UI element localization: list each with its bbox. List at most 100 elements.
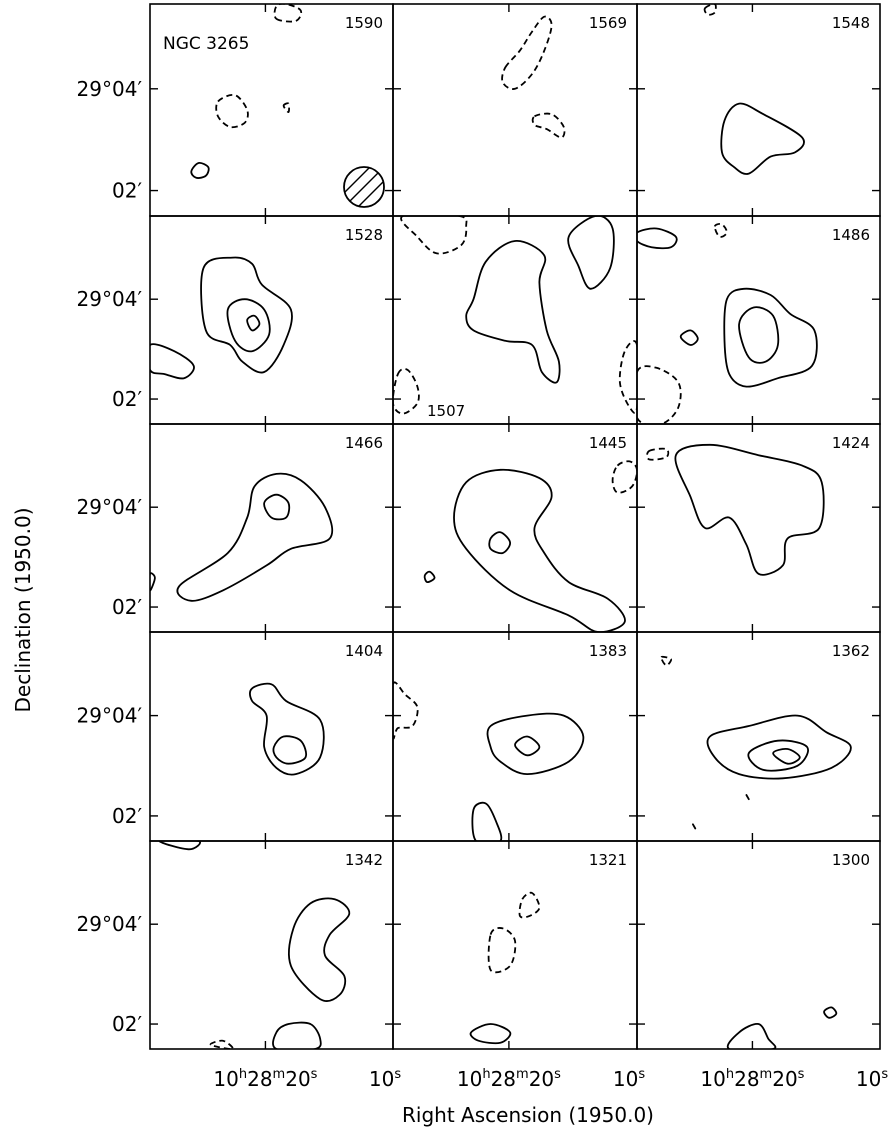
panel-frame bbox=[636, 631, 881, 842]
dashed-contour bbox=[660, 655, 672, 667]
channel-velocity-label: 1342 bbox=[345, 851, 383, 869]
panel-frame bbox=[149, 423, 394, 633]
panel-ticks bbox=[393, 424, 637, 632]
solid-contour bbox=[226, 298, 271, 353]
solid-contour bbox=[263, 493, 291, 521]
channel-velocity-label: 1569 bbox=[589, 14, 627, 32]
panel-ticks bbox=[150, 424, 393, 632]
solid-contour bbox=[745, 794, 750, 801]
dashed-contour bbox=[501, 15, 553, 90]
channel-panel-1507: 1507 bbox=[392, 215, 638, 425]
object-name: NGC 3265 bbox=[163, 34, 249, 54]
channel-velocity-label: 1445 bbox=[589, 434, 627, 452]
dashed-contour bbox=[282, 102, 290, 114]
beam-ellipse bbox=[343, 166, 385, 208]
panel-ticks bbox=[150, 632, 393, 841]
y-tick-label: 29°04′ bbox=[77, 495, 143, 519]
contour-group bbox=[660, 655, 852, 830]
contour-group bbox=[393, 216, 637, 415]
solid-contour bbox=[723, 287, 818, 388]
contour-group bbox=[703, 4, 805, 175]
solid-contour bbox=[823, 1006, 838, 1019]
channel-velocity-label: 1466 bbox=[345, 434, 383, 452]
panel-ticks bbox=[637, 216, 880, 424]
channel-velocity-label: 1404 bbox=[345, 642, 383, 660]
panel-ticks bbox=[637, 841, 880, 1049]
channel-velocity-label: 1548 bbox=[832, 14, 870, 32]
y-tick-label: 02′ bbox=[112, 595, 142, 619]
solid-contour bbox=[738, 306, 780, 364]
channel-panel-1548: 1548 bbox=[636, 3, 881, 217]
channel-velocity-label: 1362 bbox=[832, 642, 870, 660]
solid-contour bbox=[190, 161, 210, 179]
solid-contour bbox=[453, 468, 626, 632]
solid-contour bbox=[465, 240, 561, 384]
contour-group bbox=[469, 891, 541, 1045]
dashed-contour bbox=[487, 927, 517, 974]
panel-ticks bbox=[150, 4, 393, 216]
channel-panel-1383: 1383 bbox=[392, 631, 638, 842]
contour-group bbox=[249, 682, 325, 776]
solid-contour bbox=[726, 1023, 777, 1049]
x-tick-label: 10h28m20s bbox=[457, 1067, 561, 1091]
channel-velocity-label: 1590 bbox=[345, 14, 383, 32]
solid-contour bbox=[249, 682, 325, 776]
channel-velocity-label: 1528 bbox=[345, 226, 383, 244]
x-tick-label: 10s bbox=[613, 1067, 645, 1091]
dashed-contour bbox=[273, 4, 303, 23]
panel-ticks bbox=[150, 841, 393, 1049]
channel-velocity-label: 1383 bbox=[589, 642, 627, 660]
channel-panel-1445: 1445 bbox=[392, 423, 638, 633]
solid-contour bbox=[674, 443, 825, 576]
solid-contour bbox=[692, 823, 697, 830]
channel-velocity-label: 1486 bbox=[832, 226, 870, 244]
contour-group bbox=[501, 15, 566, 139]
y-tick-label: 02′ bbox=[112, 1012, 142, 1036]
solid-contour bbox=[287, 897, 351, 1002]
dashed-contour bbox=[637, 365, 682, 424]
solid-contour bbox=[176, 472, 334, 602]
contour-group bbox=[726, 1006, 838, 1049]
contour-group bbox=[158, 841, 351, 1049]
x-tick-labels: 10h28m20s 10s 10h28m20s 10s 10h28m20s 10s bbox=[213, 1067, 888, 1091]
solid-contour bbox=[471, 801, 503, 841]
dashed-contour bbox=[713, 223, 728, 238]
solid-contour bbox=[158, 841, 201, 851]
dashed-contour bbox=[400, 216, 468, 255]
channel-panel-1528: 1528 bbox=[149, 215, 394, 425]
solid-contour bbox=[150, 343, 195, 380]
dashed-contour bbox=[393, 367, 420, 415]
x-tick-label: 10h28m20s bbox=[213, 1067, 317, 1091]
panel-ticks bbox=[150, 216, 393, 424]
channel-velocity-label: 1424 bbox=[832, 434, 870, 452]
panel-ticks bbox=[393, 216, 637, 424]
solid-contour bbox=[469, 1023, 512, 1045]
contour-group bbox=[150, 256, 293, 380]
solid-contour bbox=[423, 570, 436, 584]
channel-velocity-label: 1321 bbox=[589, 851, 627, 869]
solid-contour bbox=[488, 531, 512, 555]
contour-group bbox=[150, 472, 334, 602]
x-tick-label: 10s bbox=[856, 1067, 888, 1091]
panel-ticks bbox=[393, 632, 637, 841]
solid-contour bbox=[150, 572, 156, 592]
y-axis-label: Declination (1950.0) bbox=[11, 508, 35, 713]
channel-panel-1424: 1424 bbox=[636, 423, 881, 633]
panel-ticks bbox=[637, 632, 880, 841]
channel-panel-1466: 1466 bbox=[149, 423, 394, 633]
solid-contour bbox=[747, 739, 809, 772]
solid-contour bbox=[272, 1021, 322, 1049]
dashed-contour bbox=[393, 681, 419, 740]
contour-group bbox=[423, 460, 637, 632]
channel-velocity-label: 1300 bbox=[832, 851, 870, 869]
channel-panel-1342: 1342 bbox=[149, 840, 394, 1050]
channel-panel-1486: 1486 bbox=[636, 215, 881, 425]
y-tick-labels: 29°04′ 02′ 29°04′ 02′ 29°04′ 02′ 29°04′ 02′ 29°0… bbox=[77, 77, 143, 1036]
panel-frame bbox=[392, 840, 638, 1050]
channel-panel-1362: 1362 bbox=[636, 631, 881, 842]
solid-contour bbox=[706, 714, 852, 780]
contour-group bbox=[637, 223, 818, 424]
dashed-contour bbox=[215, 93, 249, 129]
dashed-contour bbox=[646, 447, 670, 461]
